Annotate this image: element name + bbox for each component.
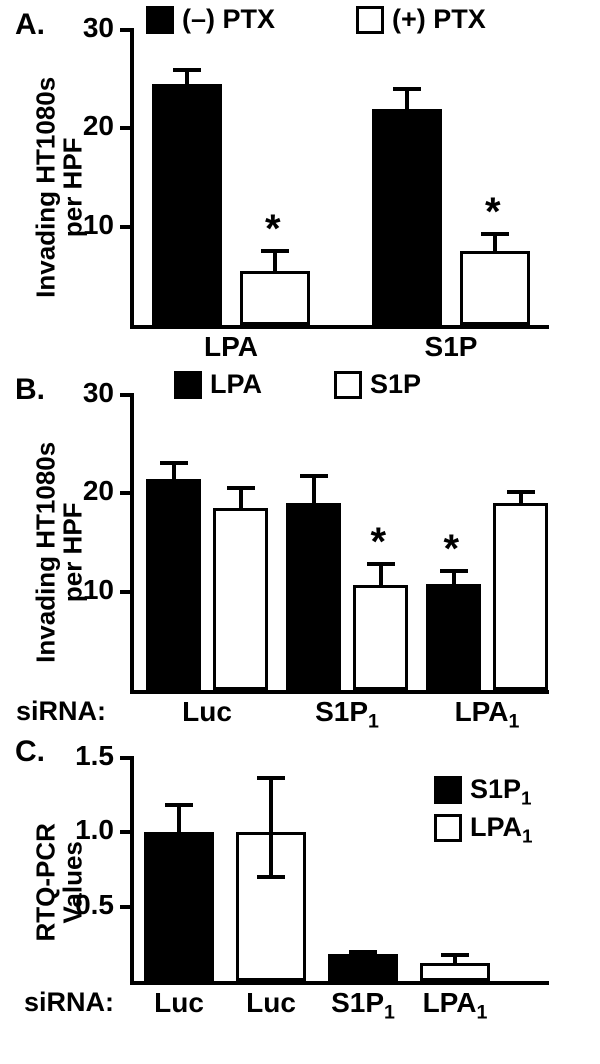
bar — [146, 479, 201, 690]
legend-swatch — [174, 371, 202, 399]
panel-a-ylabel-line1: Invading HT1080s — [31, 77, 61, 298]
bar — [240, 271, 310, 325]
ytick-mark — [120, 590, 134, 594]
legend-label: S1P1 — [470, 774, 532, 810]
ytick-mark — [120, 28, 134, 32]
legend-swatch — [434, 776, 462, 804]
error-cap — [165, 803, 193, 807]
error-bar — [269, 832, 273, 877]
ytick-label: 1.0 — [62, 814, 114, 846]
panel-b-ylabel-line1: Invading HT1080s — [31, 442, 61, 663]
ytick-mark — [120, 393, 134, 397]
category-label: Luc — [157, 696, 257, 728]
bar — [213, 508, 268, 690]
legend-label: LPA — [210, 369, 262, 400]
bar — [353, 585, 408, 690]
error-bar — [177, 803, 181, 833]
error-cap — [393, 87, 421, 91]
significance-star: * — [371, 520, 387, 565]
panel-c-plot: 0.51.01.5LucLucS1P1LPA1S1P1LPA1siRNA: — [130, 758, 549, 985]
bar — [493, 503, 548, 690]
error-cap — [507, 490, 535, 494]
error-cap — [173, 68, 201, 72]
error-cap — [300, 474, 328, 478]
bar — [144, 832, 214, 981]
legend-swatch — [356, 6, 384, 34]
bar — [420, 963, 490, 981]
ytick-label: 1.5 — [62, 740, 114, 772]
category-label: S1P1 — [318, 987, 408, 1025]
legend-swatch — [146, 6, 174, 34]
ytick-mark — [120, 905, 134, 909]
legend-label: S1P — [370, 369, 421, 400]
legend-label: (+) PTX — [392, 4, 486, 35]
error-bar — [312, 474, 316, 504]
panel-a-plot: 102030**LPAS1P(–) PTX(+) PTX — [130, 30, 549, 329]
category-label: Luc — [134, 987, 224, 1019]
ytick-mark — [120, 225, 134, 229]
bar — [328, 954, 398, 981]
ytick-label: 10 — [66, 209, 114, 241]
bar — [426, 584, 481, 690]
error-cap — [257, 776, 285, 780]
category-label: Luc — [226, 987, 316, 1019]
bar — [286, 503, 341, 690]
ytick-mark — [120, 126, 134, 130]
panel-c-ylabel: RTQ-PCR Values — [33, 762, 88, 1002]
ytick-mark — [120, 491, 134, 495]
ytick-label: 20 — [66, 110, 114, 142]
panel-b-plot: 102030**LucS1P1LPA1LPAS1PsiRNA: — [130, 395, 549, 694]
category-label: S1P1 — [297, 696, 397, 734]
legend-label: LPA1 — [470, 812, 533, 848]
ytick-label: 10 — [66, 574, 114, 606]
ytick-mark — [120, 756, 134, 760]
category-label: LPA1 — [410, 987, 500, 1025]
bar — [372, 109, 442, 325]
legend-swatch — [434, 814, 462, 842]
category-label: LPA1 — [437, 696, 537, 734]
category-label: LPA — [181, 331, 281, 363]
error-cap — [349, 950, 377, 954]
sirna-label: siRNA: — [24, 987, 114, 1018]
error-cap — [441, 953, 469, 957]
ytick-label: 20 — [66, 475, 114, 507]
ytick-label: 0.5 — [62, 889, 114, 921]
bar — [460, 251, 530, 325]
error-bar — [269, 776, 273, 832]
ytick-mark — [120, 830, 134, 834]
legend-label: (–) PTX — [182, 4, 275, 35]
significance-star: * — [444, 527, 460, 572]
significance-star: * — [265, 207, 281, 252]
category-label: S1P — [401, 331, 501, 363]
error-cap — [160, 461, 188, 465]
ytick-label: 30 — [66, 377, 114, 409]
figure: A. Invading HT1080s per HPF 102030**LPAS… — [0, 0, 600, 1064]
error-cap — [257, 875, 285, 879]
ytick-label: 30 — [66, 12, 114, 44]
legend-swatch — [334, 371, 362, 399]
error-cap — [227, 486, 255, 490]
bar — [152, 84, 222, 325]
sirna-label: siRNA: — [16, 696, 106, 727]
significance-star: * — [485, 190, 501, 235]
panel-a-ylabel: Invading HT1080s per HPF — [33, 37, 88, 337]
panel-c-ylabel-line1: RTQ-PCR — [31, 823, 61, 941]
panel-b-ylabel: Invading HT1080s per HPF — [33, 402, 88, 702]
